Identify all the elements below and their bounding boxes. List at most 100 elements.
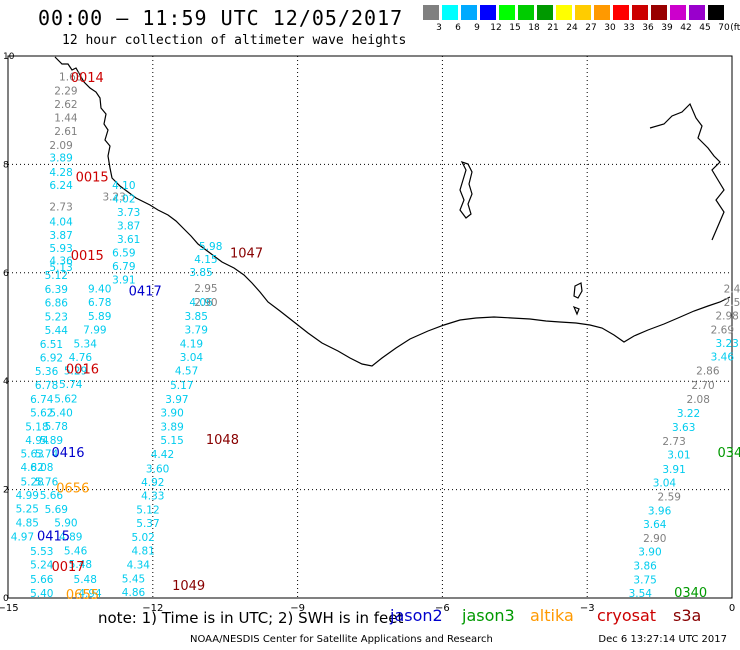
wave-height-value: 5.15 (160, 435, 183, 447)
wave-height-value: 3.91 (662, 464, 685, 476)
lat-tick-label: 2 (3, 486, 9, 496)
satellite-legend-jason2: jason2 (390, 606, 443, 625)
wave-height-value: 5.74 (35, 449, 59, 461)
wave-height-value: 5.48 (69, 559, 92, 571)
wave-height-value: 3.89 (49, 153, 72, 165)
wave-height-value: 6.92 (40, 353, 63, 365)
wave-height-value: 3.97 (165, 394, 188, 406)
wave-height-value: 5.17 (170, 380, 193, 392)
wave-height-value: 5.12 (136, 504, 159, 516)
legend-label: 45 (699, 23, 711, 33)
wave-height-value: 4.94 (78, 588, 102, 600)
wave-height-value: 1.44 (54, 113, 78, 125)
pass-time-label: 0017 (51, 560, 84, 575)
wave-height-value: 5.40 (49, 407, 72, 419)
wave-height-value: 5.46 (64, 546, 88, 558)
wave-height-value: 2.73 (662, 436, 685, 448)
wave-height-value: 4.02 (112, 193, 135, 205)
wave-height-value: 2.08 (687, 394, 710, 406)
wave-height-value: 5.89 (88, 311, 111, 323)
wave-height-value: 6.78 (88, 297, 111, 309)
wave-height-value: 3.87 (117, 220, 140, 232)
pass-time-label: 0417 (129, 285, 162, 300)
pass-time-label: 0340 (674, 586, 707, 601)
wave-height-value: 3.90 (160, 407, 183, 419)
legend-label: 39 (661, 23, 673, 33)
wave-height-value: 5.18 (25, 422, 48, 434)
wave-height-value: 5.98 (199, 241, 222, 253)
lon-tick-label: 0 (729, 603, 735, 614)
wave-height-value: 4.42 (151, 449, 174, 461)
wave-height-value: 5.53 (30, 546, 53, 558)
wave-height-value: 3.54 (629, 588, 653, 600)
legend-unit: (ft) (730, 23, 740, 33)
legend-swatch (575, 5, 591, 20)
bioko-island (573, 282, 583, 299)
lon-tick-label: −3 (580, 603, 595, 614)
wave-height-value: 5.02 (131, 532, 154, 544)
satellite-legend-altika: altika (530, 606, 574, 625)
wave-height-value: 4.76 (69, 352, 93, 364)
wave-height-value: 5.44 (45, 325, 69, 337)
wave-height-value: 5.28 (20, 476, 43, 488)
legend-swatch (613, 5, 629, 20)
legend-swatch (423, 5, 439, 20)
legend-swatch (594, 5, 610, 20)
wave-height-value: 3.79 (185, 325, 208, 337)
legend-label: 3 (436, 23, 442, 33)
pass-time-label: 1048 (206, 433, 239, 448)
legend-label: 12 (490, 23, 502, 33)
wave-height-value: 2.61 (54, 126, 77, 138)
wave-height-value: 3.91 (112, 275, 135, 287)
wave-height-value: 3.64 (643, 519, 667, 531)
legend-label: 6 (455, 23, 461, 33)
legend-label: 24 (566, 23, 578, 33)
wave-height-value: 6.51 (40, 339, 63, 351)
wave-height-value: 2.62 (54, 99, 77, 111)
pass-time-label: 0416 (51, 446, 84, 461)
wave-height-value: 5.29 (64, 366, 87, 378)
satellite-track: 5.136.785.897.995.344.765.295.745.625.40… (30, 262, 111, 600)
wave-height-value: 2.4 (724, 283, 740, 295)
satellite-legend-s3a: s3a (673, 606, 702, 625)
legend-swatch (442, 5, 458, 20)
wave-height-value: 6.39 (45, 284, 68, 296)
legend-swatch (556, 5, 572, 20)
lon-tick-label: −15 (0, 603, 19, 614)
wave-height-value: 5.93 (49, 243, 72, 255)
wave-height-value: 3.01 (667, 450, 690, 462)
wave-height-value: 4.99 (16, 490, 39, 502)
wave-height-value: 5.66 (30, 574, 54, 586)
wave-height-value: 5.48 (74, 574, 97, 586)
wave-height-tracks: 1.68 2.29 2.62 1.442.61 2.09 3.23 2.73 3.89 4.28… (11, 71, 740, 600)
legend-swatch (651, 5, 667, 20)
satellite-track: 3.89 4.286.24 4.043.875.934.36 5.12 6.396.86… (11, 153, 73, 600)
grid-lines (8, 56, 732, 598)
wave-height-value: 5.25 (16, 503, 39, 515)
wave-height-value: 3.86 (633, 560, 657, 572)
wave-height-value: 3.89 (160, 422, 183, 434)
legend-label: 42 (680, 23, 692, 33)
pass-time-label: 1049 (172, 579, 205, 594)
satellite-legend-cryosat: cryosat (597, 606, 657, 625)
wave-height-value: 5.63 (20, 449, 43, 461)
wave-height-value: 3.22 (677, 408, 700, 420)
wave-height-value: 5.40 (30, 588, 53, 600)
wave-height-value: 5.62 (30, 407, 53, 419)
generated-timestamp: Dec 6 13:27:14 UTC 2017 (598, 634, 727, 645)
wave-height-value: 5.13 (49, 262, 72, 274)
pass-time-label: 0014 (71, 71, 104, 86)
chart-title: 00:00 – 11:59 UTC 12/05/2017 (38, 6, 404, 30)
wave-height-value: 3.04 (180, 352, 204, 364)
wave-height-value: 2.98 (715, 310, 738, 322)
legend-swatch (499, 5, 515, 20)
wave-height-value: 2.70 (691, 380, 714, 392)
wave-height-value: 5.74 (59, 379, 83, 391)
legend-swatch (537, 5, 553, 20)
wave-height-value: 4.97 (11, 532, 34, 544)
satellite-track: 1.68 2.29 2.62 1.442.61 2.09 3.23 2.73 (49, 71, 125, 213)
wave-height-value: 5.90 (54, 517, 77, 529)
wave-height-value: 4.28 (49, 167, 72, 179)
wave-height-value: 4.85 (16, 517, 39, 529)
